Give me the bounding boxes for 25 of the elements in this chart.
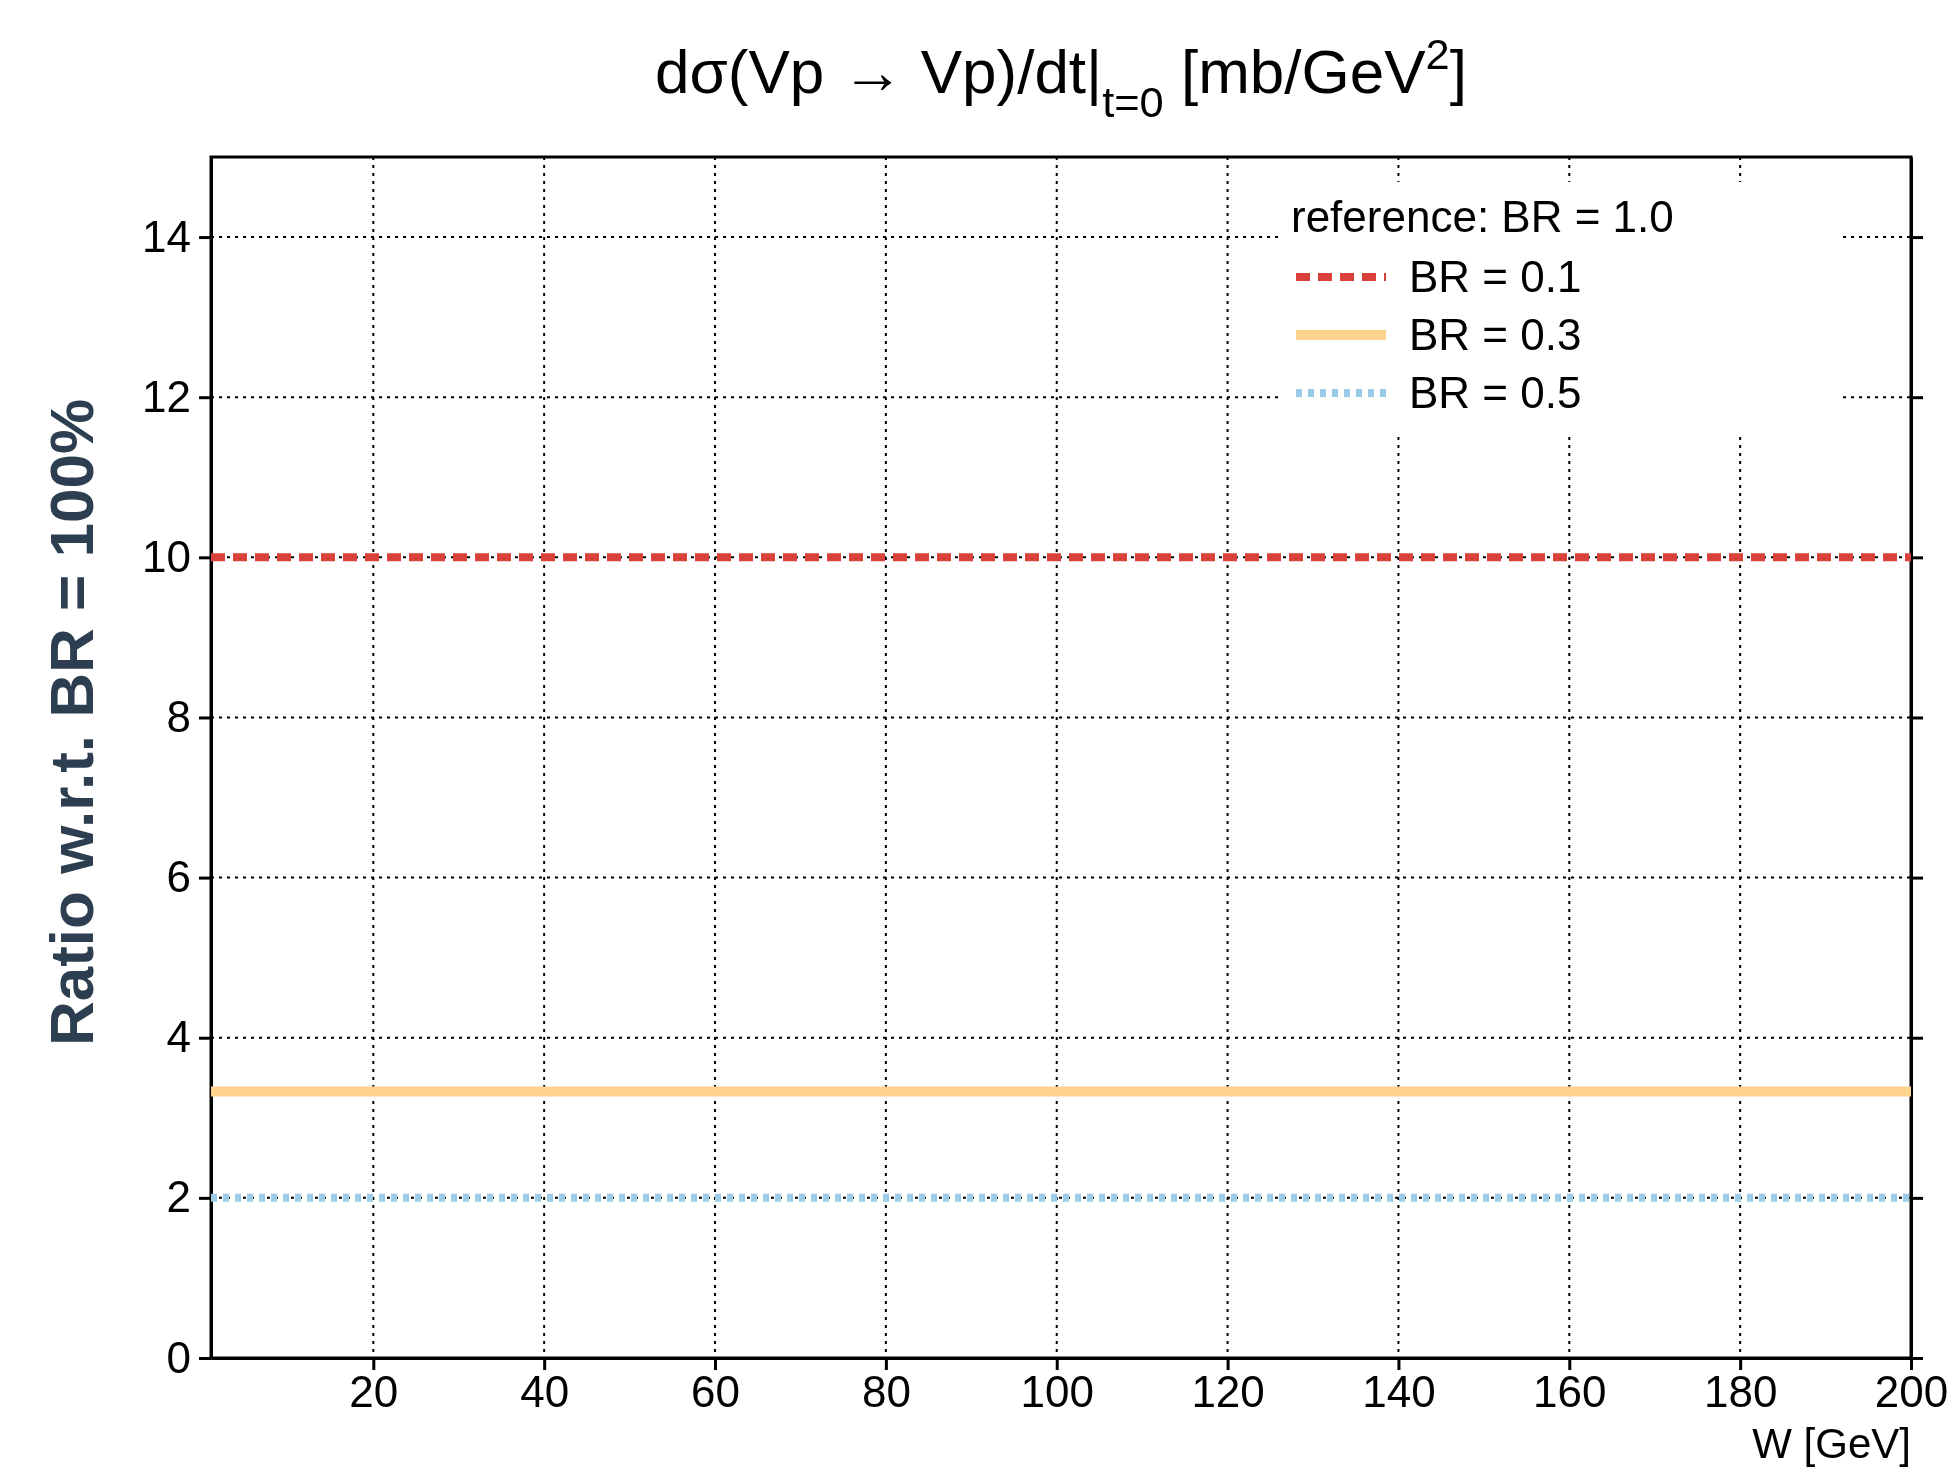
x-tick-label: 120 [1191,1367,1265,1417]
y-tick-label: 0 [166,1332,191,1382]
x-tick-label: 20 [349,1367,399,1417]
x-tick-label: 160 [1533,1367,1607,1417]
legend-title: reference: BR = 1.0 [1291,192,1674,241]
y-tick-label: 14 [142,211,191,261]
y-tick-label: 8 [166,692,191,742]
x-tick-label: 140 [1362,1367,1436,1417]
x-tick-label: 180 [1703,1367,1778,1417]
legend-label: BR = 0.5 [1409,368,1582,417]
y-axis-title: Ratio w.r.t. BR = 100% [37,398,106,1047]
y-tick-label: 2 [166,1172,191,1222]
y-tick-label: 12 [142,371,191,421]
chart-title: dσ(Vp → Vp)/dt|$_{t=0}$ [mb/GeV$^{2}$] [655,30,1467,126]
x-tick-label: 40 [520,1367,570,1417]
y-tick-label: 4 [166,1012,191,1062]
legend-label: BR = 0.3 [1409,310,1582,359]
x-tick-label: 60 [691,1367,740,1417]
x-axis-title: W [GeV] [1752,1420,1911,1467]
x-tick-label: 80 [861,1367,911,1417]
y-tick-label: 6 [166,852,191,902]
x-tick-label: 200 [1874,1367,1949,1417]
y-tick-label: 10 [142,531,191,581]
x-tick-label: 100 [1020,1367,1094,1417]
legend-label: BR = 0.1 [1409,252,1582,301]
